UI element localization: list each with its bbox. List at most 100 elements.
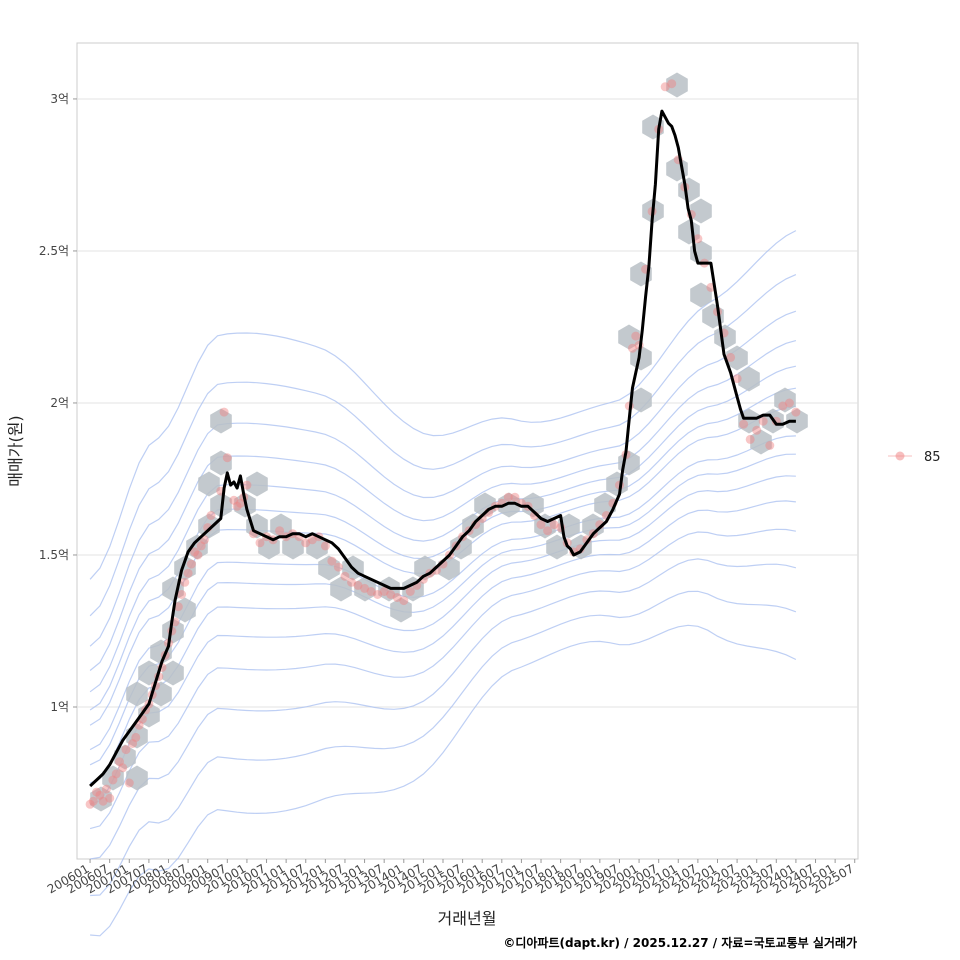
- data-point: [333, 562, 343, 572]
- density-contour: [90, 624, 797, 937]
- data-point: [88, 796, 98, 806]
- data-point: [379, 587, 389, 596]
- density-contour: [89, 230, 797, 580]
- x-axis-ticks: 2006012006072007012007072008012008072009…: [45, 859, 856, 897]
- data-point: [758, 416, 768, 426]
- data-point: [173, 602, 183, 612]
- density-contour: [89, 274, 797, 617]
- legend-label: 85: [924, 450, 941, 465]
- data-point: [255, 538, 265, 548]
- data-point: [784, 398, 794, 408]
- data-point: [778, 401, 788, 411]
- legend-point: [895, 451, 905, 461]
- data-point: [386, 590, 396, 599]
- hexbin-cell: [186, 534, 208, 560]
- y-axis-title: 매매가(원): [6, 415, 25, 486]
- hexbin-cell: [198, 513, 220, 539]
- x-axis-title: 거래년월: [438, 909, 497, 928]
- hexbin-cell: [246, 471, 268, 497]
- plot-background: [76, 42, 859, 860]
- data-point: [752, 425, 762, 435]
- data-point: [115, 757, 124, 767]
- hexbin-cell: [354, 576, 376, 602]
- hexbin-cell: [630, 387, 652, 413]
- data-point: [186, 559, 196, 569]
- data-point: [131, 732, 141, 742]
- hexbin-cell: [690, 282, 712, 308]
- hexbin-cell: [450, 534, 472, 560]
- data-point: [229, 495, 239, 505]
- hexbin-cell: [102, 765, 124, 791]
- hexbin-cell: [738, 366, 760, 392]
- data-point: [108, 775, 118, 785]
- data-point: [193, 550, 203, 560]
- hexbin-cell: [690, 198, 712, 224]
- hexbin-cell: [618, 324, 640, 350]
- data-point: [301, 538, 311, 548]
- data-point: [347, 577, 356, 587]
- data-point: [180, 577, 190, 587]
- y-tick-label: 2억: [50, 396, 69, 410]
- data-point: [101, 784, 111, 794]
- data-point: [726, 352, 736, 362]
- density-contour: [89, 435, 796, 751]
- data-point: [242, 480, 252, 490]
- hexbin-cell: [666, 72, 688, 98]
- hexbin-cell: [282, 534, 304, 560]
- y-tick-label: 2.5억: [39, 244, 69, 258]
- density-contour: [89, 528, 797, 830]
- data-point: [543, 526, 553, 536]
- data-point: [232, 501, 242, 511]
- data-point: [121, 745, 131, 755]
- data-point: [85, 799, 95, 809]
- data-point: [92, 787, 102, 797]
- data-point: [235, 498, 245, 508]
- hexbin-cell: [138, 702, 160, 728]
- gridlines: [77, 98, 858, 708]
- hexbin-cell: [726, 345, 748, 371]
- data-point: [190, 547, 200, 557]
- hexbin-cell: [198, 471, 220, 497]
- data-point: [196, 541, 206, 551]
- density-contour: [89, 558, 797, 860]
- hexbin-cell: [750, 429, 772, 455]
- hexbin-cell: [210, 450, 232, 476]
- data-point: [128, 739, 138, 748]
- data-point: [105, 793, 115, 803]
- data-point: [206, 511, 216, 520]
- data-point: [327, 556, 337, 566]
- hexbin-cell: [270, 513, 292, 539]
- data-point: [95, 790, 105, 800]
- data-point: [510, 492, 520, 502]
- hexbin-cell: [138, 660, 160, 686]
- data-point: [320, 541, 330, 551]
- data-point: [765, 441, 775, 450]
- data-point: [791, 407, 801, 417]
- data-point: [222, 453, 232, 463]
- data-point: [549, 520, 559, 530]
- data-point: [693, 234, 703, 244]
- density-contour: [89, 500, 796, 805]
- credit-text: ©디아파트(dapt.kr) / 2025.12.27 / 자료=국토교통부 실…: [503, 935, 857, 950]
- hexbin-cell: [90, 786, 112, 812]
- data-point: [405, 587, 415, 596]
- hexbin-cell: [582, 513, 604, 539]
- data-point: [183, 568, 193, 578]
- y-tick-label: 3억: [50, 92, 69, 106]
- data-point: [667, 79, 677, 89]
- hexbin-cell: [210, 408, 232, 434]
- data-point: [111, 769, 121, 779]
- y-tick-label: 1억: [50, 700, 69, 714]
- hexbin-cell: [474, 492, 496, 518]
- data-point: [745, 434, 755, 444]
- hexbin-cell: [162, 618, 184, 644]
- density-contour: [89, 310, 797, 647]
- data-point: [118, 763, 128, 773]
- hexbin-cell: [786, 408, 808, 434]
- data-point: [353, 580, 363, 590]
- hexbin-cell: [150, 639, 172, 665]
- data-point: [98, 796, 108, 806]
- y-tick-label: 1.5억: [39, 548, 69, 562]
- data-point: [307, 535, 317, 545]
